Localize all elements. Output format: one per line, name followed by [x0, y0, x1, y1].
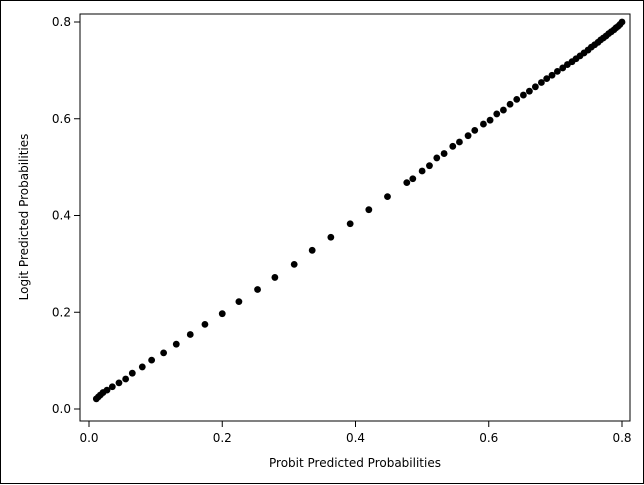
data-point: [103, 386, 111, 394]
data-point: [486, 116, 494, 124]
data-point: [440, 150, 448, 157]
data-point: [290, 260, 298, 268]
data-point: [543, 75, 551, 82]
data-point: [186, 331, 194, 338]
data-point: [148, 356, 156, 364]
data-point: [138, 363, 146, 371]
data-point: [500, 106, 507, 114]
data-point: [384, 193, 391, 201]
data-point: [172, 340, 180, 348]
data-point: [471, 126, 479, 134]
data-point: [160, 349, 168, 357]
data-point: [426, 162, 433, 170]
y-tick-label: 0.8: [52, 15, 71, 29]
data-point: [201, 320, 209, 328]
data-point: [403, 179, 411, 187]
data-point: [548, 71, 556, 79]
data-point: [537, 79, 545, 86]
data-point: [254, 286, 261, 293]
data-point: [308, 246, 316, 254]
data-point: [449, 142, 457, 150]
data-point: [218, 310, 226, 318]
plot-area: [79, 13, 631, 422]
x-axis: 0.0 0.2 0.4 0.6 0.8: [79, 421, 632, 445]
data-point: [519, 91, 527, 99]
data-point: [513, 96, 521, 103]
data-point: [493, 110, 501, 118]
data-point: [464, 132, 472, 140]
data-points: [92, 18, 626, 403]
data-point: [128, 369, 136, 377]
data-point: [346, 220, 354, 228]
data-point: [525, 87, 533, 95]
data-point: [531, 83, 539, 91]
data-point: [618, 18, 626, 26]
data-point: [122, 375, 130, 383]
x-tick-label: 0.2: [213, 431, 232, 445]
y-tick-label: 0.6: [52, 112, 71, 126]
data-point: [418, 167, 426, 175]
y-axis-title: Logit Predicted Probabilities: [17, 134, 31, 301]
data-point: [559, 64, 567, 72]
y-tick-label: 0.2: [52, 305, 71, 319]
data-point: [235, 298, 243, 306]
data-point: [409, 175, 417, 183]
x-tick-label: 0.8: [612, 431, 631, 445]
data-point: [456, 138, 463, 146]
data-point: [433, 154, 441, 162]
x-tick-label: 0.0: [79, 431, 98, 445]
data-point: [327, 233, 335, 241]
data-point: [506, 100, 514, 108]
data-point: [480, 120, 487, 128]
y-axis: 0.0 0.2 0.4 0.6 0.8: [52, 15, 80, 416]
data-point: [553, 67, 561, 75]
x-tick-label: 0.4: [346, 431, 365, 445]
x-axis-title: Probit Predicted Probabilities: [269, 456, 441, 470]
y-tick-label: 0.0: [52, 402, 71, 416]
data-point: [115, 379, 123, 387]
y-tick-label: 0.4: [52, 209, 71, 223]
data-point: [271, 274, 279, 281]
data-point: [108, 383, 116, 391]
data-point: [365, 206, 373, 214]
x-tick-label: 0.6: [479, 431, 498, 445]
